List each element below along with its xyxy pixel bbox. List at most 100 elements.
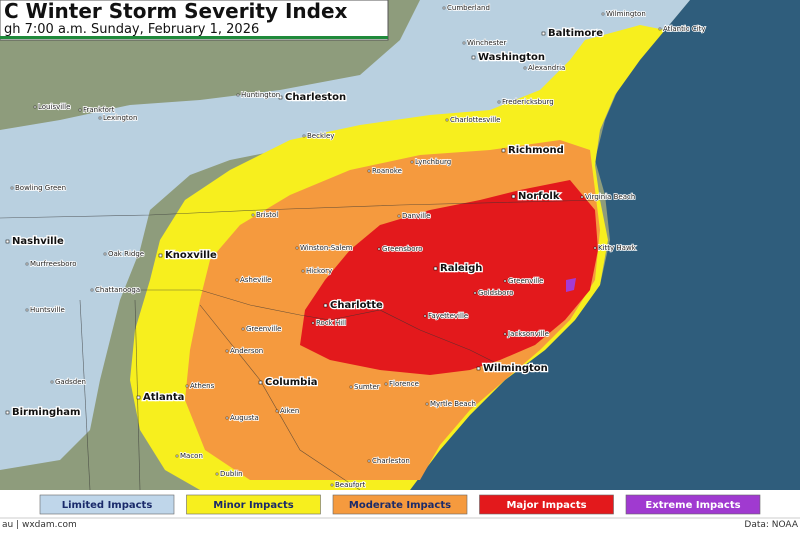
legend-label: Major Impacts bbox=[506, 500, 586, 511]
city-label: Oak Ridge bbox=[108, 250, 144, 258]
city-marker bbox=[433, 266, 438, 271]
legend: Limited Impacts Minor Impacts Moderate Imp… bbox=[39, 494, 761, 515]
city-label: Baltimore bbox=[548, 28, 603, 39]
major-impacts-area bbox=[300, 180, 598, 375]
city-marker bbox=[503, 279, 507, 283]
city-marker bbox=[593, 246, 597, 250]
city-label: Winchester bbox=[467, 39, 506, 47]
city-label: Richmond bbox=[508, 145, 564, 156]
city-label: Athens bbox=[190, 382, 215, 390]
city-marker bbox=[384, 382, 388, 386]
city-marker bbox=[425, 402, 429, 406]
city-marker bbox=[476, 366, 481, 371]
state-borders bbox=[0, 199, 601, 491]
city-label: Huntington bbox=[241, 91, 280, 99]
city-label: Bowling Green bbox=[15, 184, 66, 192]
city-label: Augusta bbox=[230, 414, 259, 422]
title: C Winter Storm Severity Index bbox=[4, 0, 348, 23]
city-marker bbox=[523, 66, 527, 70]
city-marker bbox=[302, 134, 306, 138]
city-marker bbox=[295, 246, 299, 250]
city-label: Raleigh bbox=[440, 263, 482, 274]
city-marker bbox=[275, 409, 279, 413]
city-marker bbox=[330, 483, 334, 487]
city-label: Charlotte bbox=[330, 300, 383, 311]
city-marker bbox=[215, 472, 219, 476]
city-label: Anderson bbox=[230, 347, 263, 355]
legend-swatch bbox=[332, 494, 468, 515]
city-label: Macon bbox=[180, 452, 203, 460]
city-marker bbox=[473, 291, 477, 295]
city-marker bbox=[225, 416, 229, 420]
city-label: Atlanta bbox=[143, 392, 184, 403]
city-marker bbox=[25, 262, 29, 266]
city-marker bbox=[98, 116, 102, 120]
city-label: Roanoke bbox=[372, 167, 402, 175]
city-marker bbox=[397, 214, 401, 218]
city-marker bbox=[601, 12, 605, 16]
city-label: Lexington bbox=[103, 114, 137, 122]
city-marker bbox=[445, 118, 449, 122]
city-marker bbox=[225, 349, 229, 353]
ocean bbox=[410, 0, 800, 490]
city-label: Danville bbox=[402, 212, 430, 220]
city-label: Frankfort bbox=[83, 106, 115, 114]
city-marker bbox=[541, 31, 546, 36]
city-label: Louisville bbox=[38, 103, 70, 111]
city-marker bbox=[423, 314, 427, 318]
city-marker bbox=[251, 213, 255, 217]
city-label: Lynchburg bbox=[415, 158, 451, 166]
city-label: Asheville bbox=[240, 276, 271, 284]
city-marker bbox=[90, 288, 94, 292]
subtitle: gh 7:00 a.m. Sunday, February 1, 2026 bbox=[4, 22, 259, 37]
city-marker bbox=[33, 105, 37, 109]
city-marker bbox=[580, 195, 584, 199]
city-label: Norfolk bbox=[518, 191, 560, 202]
city-label: Gadsden bbox=[55, 378, 86, 386]
city-label: Washington bbox=[478, 52, 545, 63]
city-label: Bristol bbox=[256, 211, 278, 219]
city-marker bbox=[241, 327, 245, 331]
city-label: Fredericksburg bbox=[502, 98, 554, 106]
city-marker bbox=[377, 247, 381, 251]
city-marker bbox=[462, 41, 466, 45]
city-label: Jacksonville bbox=[507, 330, 549, 338]
city-label: Aiken bbox=[280, 407, 299, 415]
city-marker bbox=[471, 55, 476, 60]
city-label: Greensboro bbox=[382, 245, 423, 253]
legend-swatch bbox=[186, 494, 321, 515]
city-label: Knoxville bbox=[165, 250, 217, 261]
city-marker bbox=[25, 308, 29, 312]
city-marker bbox=[175, 454, 179, 458]
city-marker bbox=[5, 239, 10, 244]
city-marker bbox=[50, 380, 54, 384]
city-label: Charlottesville bbox=[450, 116, 500, 124]
city-label: Alexandria bbox=[528, 64, 565, 72]
legend-label: Minor Impacts bbox=[213, 500, 294, 511]
extreme-impacts-area bbox=[566, 278, 576, 292]
city-label: Atlantic City bbox=[663, 25, 706, 33]
city-label: Kitty Hawk bbox=[598, 244, 637, 252]
title-box bbox=[0, 0, 389, 41]
city-marker bbox=[367, 459, 371, 463]
city-label: Rock Hill bbox=[316, 319, 346, 327]
city-marker bbox=[236, 93, 240, 97]
city-label: Winston-Salem bbox=[300, 244, 353, 252]
city-label: Wilmington bbox=[606, 10, 646, 18]
city-label: Charleston bbox=[285, 92, 346, 103]
city-label: Dublin bbox=[220, 470, 243, 478]
city-label: Fayetteville bbox=[428, 312, 468, 320]
city-labels: Baltimore Washington Charleston Richmond Nor… bbox=[5, 3, 706, 490]
city-marker bbox=[278, 95, 283, 100]
legend-label: Extreme Impacts bbox=[645, 500, 740, 511]
city-label: Greenville bbox=[246, 325, 281, 333]
city-label: Huntsville bbox=[30, 306, 65, 314]
title-accent bbox=[0, 36, 388, 39]
city-marker bbox=[503, 332, 507, 336]
city-marker bbox=[410, 160, 414, 164]
city-marker bbox=[301, 269, 305, 273]
city-label: Nashville bbox=[12, 236, 64, 247]
city-marker bbox=[442, 6, 446, 10]
city-label: Beckley bbox=[307, 132, 334, 140]
